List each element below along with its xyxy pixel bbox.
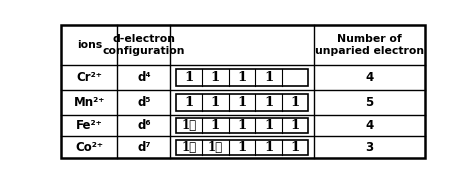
Text: 1: 1 <box>291 141 300 154</box>
Text: d⁷: d⁷ <box>137 141 151 154</box>
Text: 1ℓ: 1ℓ <box>182 119 197 132</box>
Text: 1: 1 <box>264 119 273 132</box>
Text: d⁶: d⁶ <box>137 119 151 132</box>
Text: 1: 1 <box>291 119 300 132</box>
Text: d-electron
configuration: d-electron configuration <box>102 34 185 56</box>
Text: 4: 4 <box>365 71 374 84</box>
Text: 5: 5 <box>365 96 374 109</box>
Text: Co²⁺: Co²⁺ <box>75 141 103 154</box>
Bar <box>176 94 308 111</box>
Text: 1: 1 <box>237 119 246 132</box>
Text: d⁵: d⁵ <box>137 96 151 109</box>
Bar <box>176 118 308 133</box>
Text: 1: 1 <box>184 96 193 109</box>
Text: 1: 1 <box>184 71 193 84</box>
Bar <box>176 69 308 86</box>
Text: 1ℓ: 1ℓ <box>208 141 223 154</box>
Text: 1: 1 <box>264 96 273 109</box>
Text: 1: 1 <box>211 96 220 109</box>
Text: d⁴: d⁴ <box>137 71 151 84</box>
Text: 1: 1 <box>237 71 246 84</box>
Text: 4: 4 <box>365 119 374 132</box>
Text: 1: 1 <box>264 71 273 84</box>
Text: ions: ions <box>77 40 102 50</box>
Text: 1: 1 <box>211 71 220 84</box>
Text: 1: 1 <box>264 141 273 154</box>
Text: Number of
unparied electron: Number of unparied electron <box>315 34 424 56</box>
Text: Cr²⁺: Cr²⁺ <box>76 71 102 84</box>
Text: 1: 1 <box>211 119 220 132</box>
Text: 1: 1 <box>237 141 246 154</box>
Text: 3: 3 <box>365 141 374 154</box>
Text: 1: 1 <box>291 96 300 109</box>
Bar <box>176 140 308 155</box>
Text: 1: 1 <box>237 96 246 109</box>
Text: Fe²⁺: Fe²⁺ <box>76 119 103 132</box>
Text: Mn²⁺: Mn²⁺ <box>73 96 105 109</box>
Text: 1ℓ: 1ℓ <box>182 141 197 154</box>
